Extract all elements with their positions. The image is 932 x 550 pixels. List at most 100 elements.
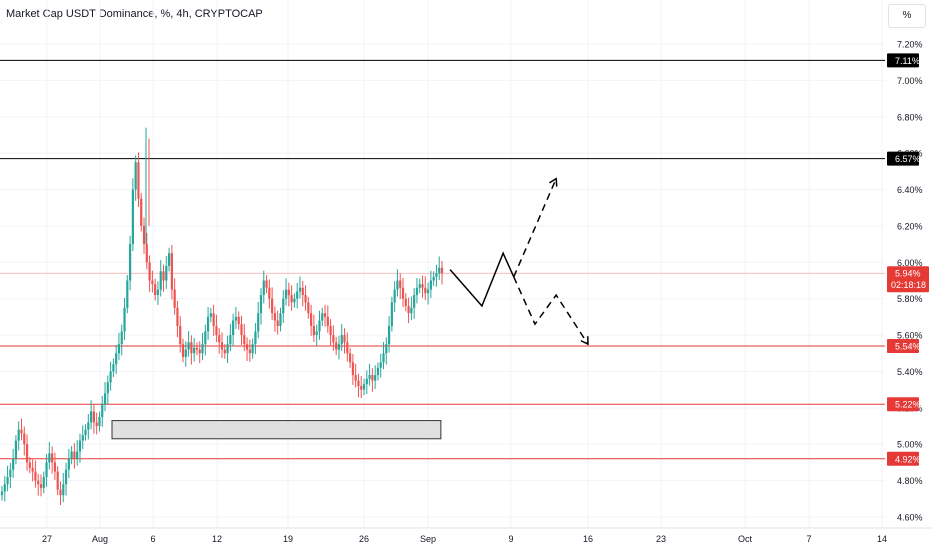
candle-body — [376, 367, 380, 376]
candle-body — [81, 435, 84, 441]
candle-body — [401, 287, 405, 299]
candle-body — [126, 280, 129, 308]
candle-body — [237, 316, 240, 325]
candle-body — [129, 244, 132, 281]
x-tick-label: 16 — [583, 534, 593, 544]
candle-body — [64, 469, 68, 485]
candle-body — [112, 364, 115, 372]
candle-body — [78, 440, 82, 452]
candle-body — [181, 344, 185, 357]
candle-body — [142, 225, 146, 245]
candle-body — [296, 291, 299, 299]
arrow-up-head — [548, 177, 558, 187]
candle-body — [413, 295, 416, 308]
candle-body — [287, 289, 290, 296]
candle-body — [273, 313, 277, 321]
candle-body — [23, 433, 26, 445]
candle-body — [404, 298, 407, 306]
candle-body — [62, 484, 65, 496]
candle-body — [326, 316, 329, 326]
candle-body — [310, 313, 313, 326]
y-tick-label: 5.40% — [897, 367, 923, 377]
candle-body — [39, 484, 43, 488]
candle-body — [67, 458, 70, 470]
candle-body — [335, 342, 338, 350]
x-tick-label: 27 — [42, 534, 52, 544]
candle-body — [279, 313, 282, 326]
candle-body — [337, 344, 341, 350]
candle-body — [232, 320, 235, 336]
candle-body — [140, 198, 143, 226]
candle-body — [190, 342, 193, 354]
candle-body — [371, 375, 374, 381]
candle-body — [262, 280, 265, 296]
candle-body — [159, 271, 162, 290]
candle-body — [123, 307, 126, 332]
candle-body — [234, 316, 238, 321]
candle-body — [315, 331, 318, 336]
candle-body — [357, 380, 360, 387]
candle-body — [365, 378, 368, 385]
candle-body — [424, 287, 427, 294]
x-tick-label: Oct — [738, 534, 753, 544]
current-price-tag — [887, 266, 929, 293]
candle-body — [198, 349, 201, 354]
candle-body — [84, 429, 87, 436]
candle-body — [206, 316, 210, 332]
candle-body — [229, 335, 232, 345]
candle-body — [14, 440, 18, 459]
candle-body — [407, 305, 410, 314]
candle-body — [351, 362, 354, 376]
candle-body — [382, 353, 385, 363]
candle-body — [148, 262, 151, 281]
x-tick-label: 19 — [283, 534, 293, 544]
y-tick-label: 6.40% — [897, 185, 923, 195]
candle-body — [354, 375, 357, 381]
candle-body — [73, 451, 76, 459]
candle-body — [421, 284, 424, 288]
candle-body — [304, 295, 307, 303]
horizontal-levels — [0, 59, 885, 460]
candle-body — [156, 289, 160, 296]
x-tick-label: 6 — [150, 534, 155, 544]
candle-body — [340, 335, 343, 345]
candle-body — [37, 480, 40, 485]
candle-body — [120, 331, 123, 345]
candle-body — [51, 453, 54, 463]
projection-down-dashed — [513, 276, 589, 345]
candle-body — [145, 244, 148, 263]
candle-body — [223, 349, 226, 354]
candle-body — [240, 324, 243, 336]
candle-body — [282, 298, 285, 314]
price-axis: 7.20%7.00%6.80%6.60%6.40%6.20%6.00%5.80%… — [887, 40, 929, 523]
candle-body — [115, 353, 118, 365]
x-tick-label: 9 — [508, 534, 513, 544]
level-tag — [887, 338, 919, 353]
arrow-down-head — [580, 336, 589, 346]
candle-body — [346, 342, 349, 354]
candle-body — [103, 393, 107, 405]
candle-body — [53, 462, 57, 472]
candle-body — [265, 280, 268, 288]
y-tick-label: 7.00% — [897, 76, 923, 86]
candle-body — [438, 267, 441, 274]
candle-body — [226, 344, 229, 354]
candle-body — [399, 280, 402, 288]
candle-body — [360, 386, 363, 390]
candle-body — [343, 335, 346, 343]
candle-body — [410, 307, 413, 314]
projection-solid — [449, 251, 515, 308]
y-tick-label: 4.60% — [897, 513, 923, 523]
percent-scale-button[interactable]: % — [888, 4, 926, 28]
candle-body — [154, 284, 157, 296]
candle-body — [90, 411, 93, 423]
level-tag — [887, 151, 919, 166]
candle-body — [0, 491, 4, 496]
candles — [0, 127, 444, 505]
candle-body — [170, 253, 173, 290]
candle-body — [368, 375, 371, 379]
chart-title: Market Cap USDT Dominance, %, 4h, CRYPTO… — [6, 8, 263, 20]
candle-body — [307, 302, 310, 314]
candle-body — [312, 325, 315, 336]
